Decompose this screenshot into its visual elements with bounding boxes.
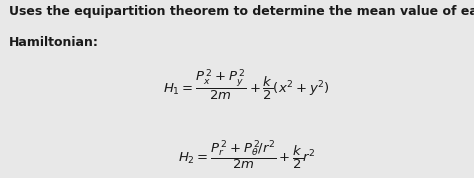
Text: $H_2 = \dfrac{P_r^{\,2} + P_\theta^{\,2}\!/r^2}{2m} + \dfrac{k}{2}r^2$: $H_2 = \dfrac{P_r^{\,2} + P_\theta^{\,2}…: [178, 139, 315, 172]
Text: Uses the equipartition theorem to determine the mean value of each: Uses the equipartition theorem to determ…: [9, 5, 474, 18]
Text: $H_1 = \dfrac{P_x^{\,2} + P_y^{\,2}}{2m} + \dfrac{k}{2}(x^2 + y^2)$: $H_1 = \dfrac{P_x^{\,2} + P_y^{\,2}}{2m}…: [163, 68, 330, 103]
Text: Hamiltonian:: Hamiltonian:: [9, 36, 99, 49]
